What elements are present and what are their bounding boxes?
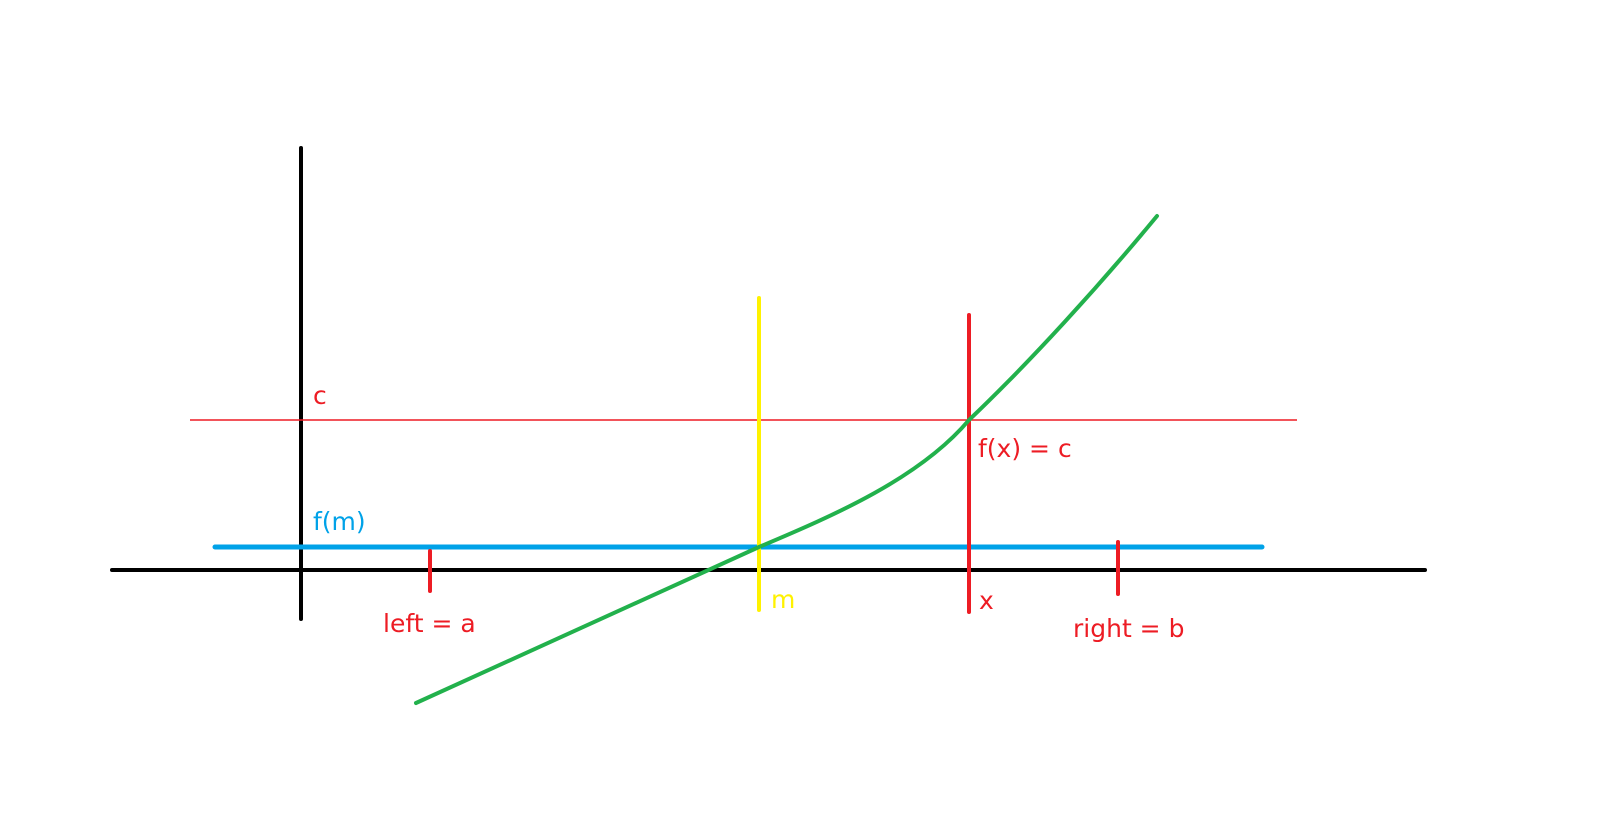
function-curve — [414, 214, 1159, 705]
label-x: x — [979, 586, 994, 615]
label-m: m — [771, 585, 795, 614]
label-c: c — [313, 381, 327, 410]
label-left-a: left = a — [383, 609, 476, 638]
label-right-b: right = b — [1073, 614, 1184, 643]
label-f-x-eq-c: f(x) = c — [978, 434, 1072, 463]
label-f-m: f(m) — [313, 507, 366, 536]
